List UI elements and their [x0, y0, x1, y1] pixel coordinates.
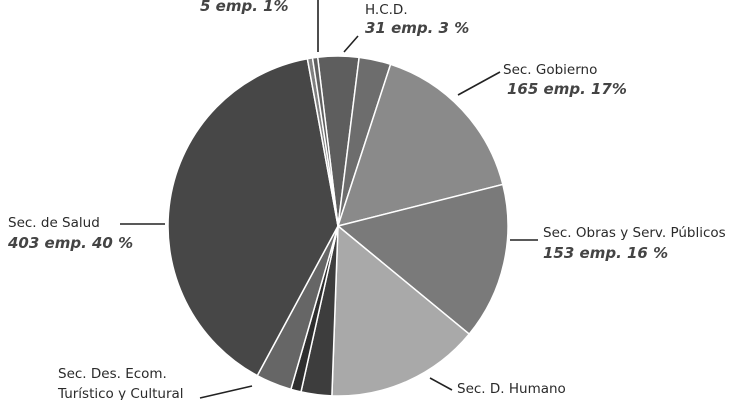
pie-slice-2	[336, 63, 504, 228]
pie-slice-8	[167, 57, 339, 377]
label-value-obras: 153 emp. 16 %	[543, 244, 668, 262]
label-name-turismo-line1: Sec. Des. Ecom.	[58, 366, 167, 382]
label-name-humano: Sec. D. Humano	[457, 381, 566, 397]
label-name-obras: Sec. Obras y Serv. Públicos	[543, 225, 726, 241]
pie-slices	[167, 55, 509, 397]
label-name-gobierno: Sec. Gobierno	[503, 62, 597, 78]
leader-line-humano	[429, 377, 453, 391]
label-value-1pct: 5 emp. 1%	[200, 0, 289, 15]
label-name-hcd: H.C.D.	[365, 2, 408, 18]
pie-slice-3	[336, 183, 509, 336]
label-value-salud: 403 emp. 40 %	[7, 234, 133, 252]
leader-line-gobierno	[457, 71, 501, 96]
label-value-hcd: 31 emp. 3 %	[365, 19, 469, 37]
leader-line-hcd	[343, 35, 359, 53]
label-name-turismo-line2: Turístico y Cultural	[57, 386, 184, 400]
pie-slice-4	[331, 224, 471, 397]
label-value-gobierno: 165 emp. 17%	[507, 80, 627, 98]
leader-line-turismo	[199, 385, 253, 399]
leader-lines	[120, 0, 538, 399]
label-name-salud: Sec. de Salud	[8, 215, 100, 231]
pie-slice-10	[311, 56, 339, 227]
